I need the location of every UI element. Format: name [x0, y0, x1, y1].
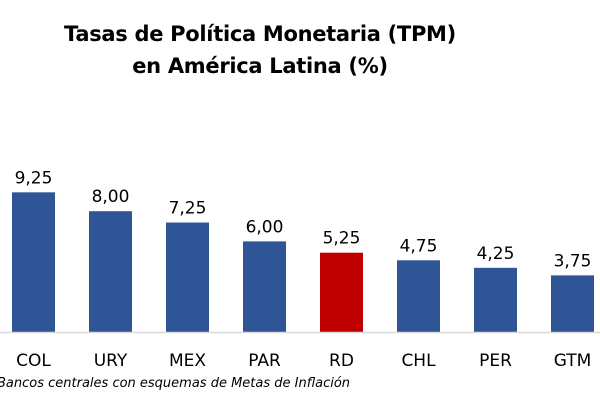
- bar-mex: [166, 222, 209, 332]
- x-tick-label: COL: [16, 351, 51, 371]
- x-tick-label: CHL: [401, 351, 436, 371]
- data-label: 8,00: [92, 187, 130, 207]
- bar-chl: [397, 260, 440, 332]
- data-label: 9,25: [15, 168, 53, 188]
- bar-gtm: [551, 275, 594, 332]
- chart-title: Tasas de Política Monetaria (TPM) en Amé…: [0, 18, 520, 82]
- chart-title-line-2: en América Latina (%): [132, 54, 388, 78]
- x-tick-label: MEX: [169, 351, 206, 371]
- x-tick-label: PER: [479, 351, 512, 371]
- data-label: 5,25: [323, 229, 361, 249]
- x-tick-label: PAR: [248, 351, 281, 371]
- x-tick-label: URY: [94, 351, 128, 371]
- data-label: 6,00: [246, 217, 284, 237]
- x-tick-label: RD: [329, 351, 354, 371]
- bar-rd: [320, 252, 363, 332]
- bar-par: [243, 241, 286, 332]
- chart-title-line-1: Tasas de Política Monetaria (TPM): [64, 22, 456, 46]
- footnote: Bancos centrales con esquemas de Metas d…: [0, 376, 351, 391]
- bar-col: [12, 192, 55, 332]
- data-label: 7,25: [169, 199, 207, 219]
- x-tick-label: GTM: [554, 351, 592, 371]
- data-label: 4,75: [400, 236, 438, 256]
- data-label: 3,75: [554, 251, 592, 271]
- data-label: 4,25: [477, 244, 515, 264]
- bar-ury: [89, 211, 132, 332]
- bar-per: [474, 267, 517, 332]
